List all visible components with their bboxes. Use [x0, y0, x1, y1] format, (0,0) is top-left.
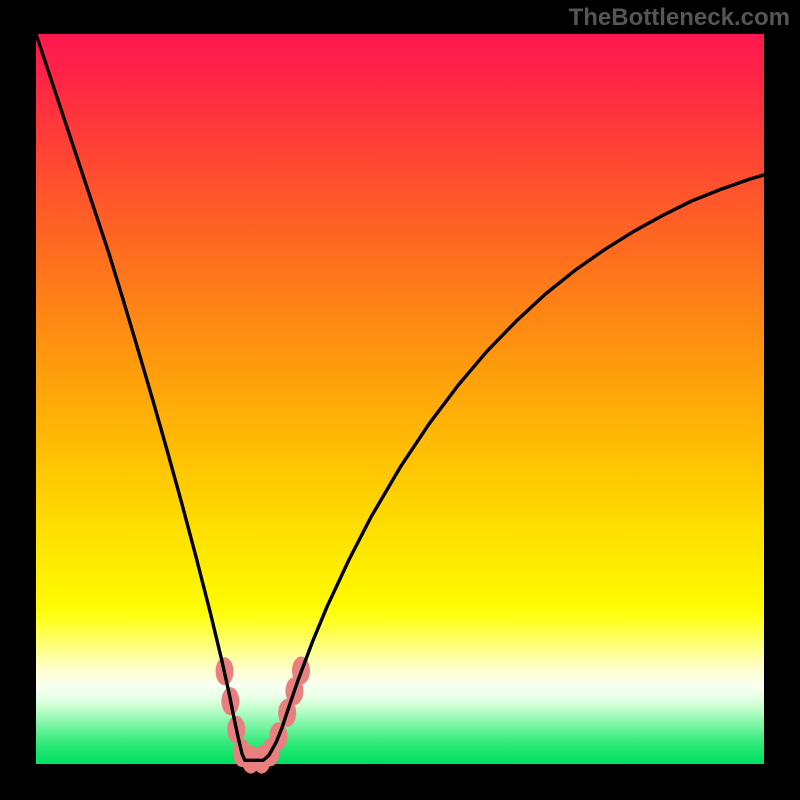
watermark-text: TheBottleneck.com	[569, 4, 790, 32]
chart-container: TheBottleneck.com	[0, 0, 800, 800]
bottleneck-chart	[0, 0, 800, 800]
plot-background	[36, 34, 764, 764]
